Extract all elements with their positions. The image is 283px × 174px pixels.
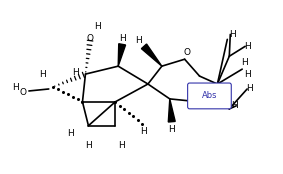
Text: H: H [231,101,238,110]
Text: H: H [39,70,46,79]
Text: H: H [244,42,250,51]
Text: H: H [229,30,236,39]
Text: H: H [241,58,248,67]
Polygon shape [118,44,126,66]
Polygon shape [142,44,162,66]
Text: O: O [20,88,26,97]
Text: H: H [85,141,92,150]
Text: H: H [135,36,142,45]
Text: O: O [87,34,94,43]
Text: H: H [168,125,175,134]
Text: Abs: Abs [202,91,217,100]
Text: H: H [141,127,147,136]
Polygon shape [168,99,175,122]
Text: O: O [183,48,190,57]
Text: H: H [67,129,74,138]
Text: H: H [12,82,18,92]
Text: H: H [94,22,101,31]
Text: H: H [246,85,252,93]
Text: H: H [244,70,250,79]
FancyBboxPatch shape [188,83,231,109]
Text: H: H [118,141,125,150]
Text: H: H [72,68,79,77]
Text: H: H [119,34,126,43]
